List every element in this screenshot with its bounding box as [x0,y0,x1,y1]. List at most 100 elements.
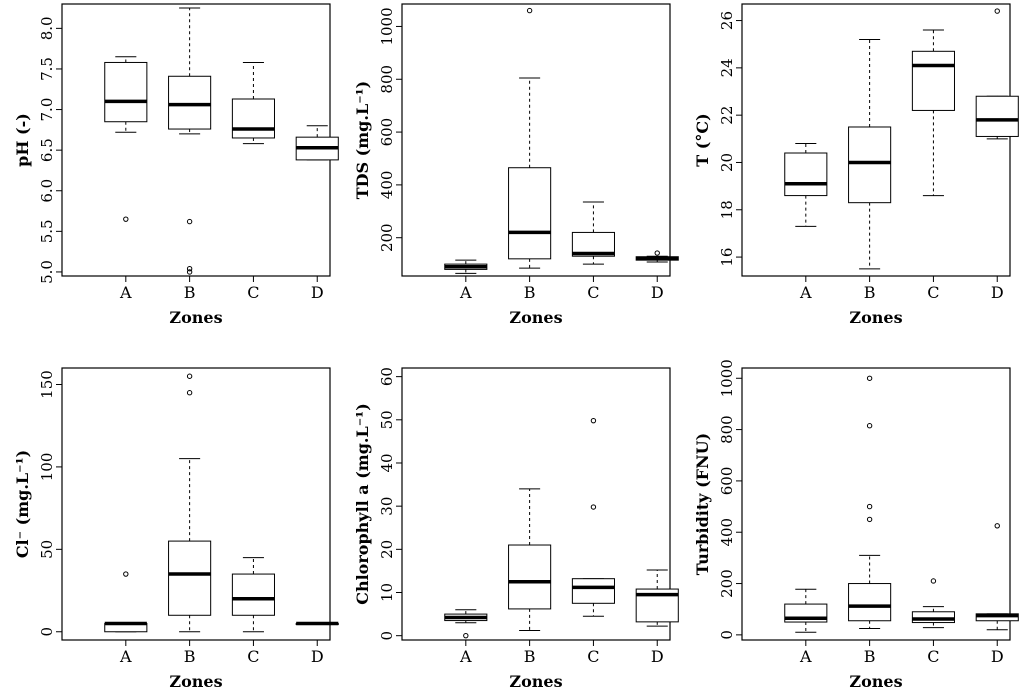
outlier-point [186,265,193,272]
x-category-label: C [587,283,599,302]
y-tick-label: 200 [718,569,736,598]
outlier-point [866,516,873,523]
iqr-box [848,583,892,622]
x-category-label: A [119,283,132,302]
x-category-label: C [587,647,599,666]
y-tick-label: 10 [378,583,396,602]
iqr-box [784,152,828,197]
x-category-label: D [651,283,664,302]
y-tick-label: 8.0 [38,16,56,40]
box-B [508,488,552,632]
iqr-box [231,573,275,616]
box-A [444,259,488,274]
y-tick-label: 5.5 [38,219,56,243]
box-A [104,56,148,222]
outlier-point [123,571,129,577]
x-category-label: B [184,647,196,666]
x-axis-title: Zones [849,672,902,691]
y-axis-title: pH (-) [13,113,32,167]
x-category-label: D [991,647,1004,666]
outlier-point [654,250,660,256]
x-category-label: B [864,647,876,666]
y-tick-label: 1000 [718,359,736,397]
iqr-box [168,540,212,616]
y-tick-label: 6.5 [38,138,56,162]
iqr-box [848,126,892,204]
box-D [975,8,1019,140]
y-tick-label: 400 [378,171,396,200]
iqr-box [911,50,955,111]
y-tick-label: 600 [378,118,396,147]
y-tick-label: 0 [378,631,396,641]
plot-frame [741,367,1011,641]
y-tick-label: 5.0 [38,260,56,284]
iqr-box [104,61,148,123]
y-tick-label: 7.5 [38,57,56,81]
y-tick-label: 800 [718,415,736,444]
x-category-label: D [311,647,324,666]
x-category-label: B [524,283,536,302]
outlier-point [994,523,1000,529]
chart-panel-3: 16 18 20 22 24 26 T (°C) A B C D Zones [693,3,1019,327]
x-category-label: C [247,283,259,302]
outlier-point [186,218,193,225]
y-tick-label: 16 [718,248,736,267]
box-C [571,417,615,617]
iqr-box [571,231,615,257]
iqr-box [571,578,615,604]
x-axis-title: Zones [509,672,562,691]
x-category-label: A [799,647,812,666]
x-category-label: A [799,283,812,302]
outlier-point [186,373,193,379]
y-tick-label: 150 [38,370,56,399]
plot-frame [741,3,1011,277]
x-category-label: C [927,283,939,302]
x-category-label: B [864,283,876,302]
box-C [231,61,275,145]
y-tick-label: 18 [718,200,736,219]
chart-panel-1: 5.0 5.5 6.0 6.5 7.0 7.5 8.0 pH (-) A B C D Zones [13,3,339,327]
outlier-point [866,375,873,381]
box-C [231,557,275,633]
box-D [295,621,339,626]
box-D [635,250,679,263]
box-B [848,375,892,629]
box-A [784,588,828,633]
outlier-point [123,216,129,222]
y-tick-label: 50 [378,410,396,429]
y-tick-label: 26 [718,11,736,30]
outlier-point [590,417,597,424]
plot-frame [401,367,671,641]
y-tick-label: 7.0 [38,98,56,122]
outlier-point [930,578,937,584]
box-B [168,7,212,275]
box-C [911,29,955,197]
y-tick-label: 100 [38,453,56,482]
y-axis-title: T (°C) [693,113,712,166]
outlier-point [463,632,469,639]
outlier-point [186,269,193,275]
iqr-box [231,98,275,139]
chart-panel-5: 0 10 20 30 40 50 60 Chlorophyll a (mg.L⁻¹) A B C D Z… [353,367,679,691]
y-tick-label: 22 [718,106,736,125]
plot-frame [401,3,671,277]
x-axis-title: Zones [849,308,902,327]
iqr-box [911,611,955,624]
x-axis-title: Zones [169,308,222,327]
y-tick-label: 20 [378,540,396,559]
box-B [848,38,892,270]
y-tick-label: 20 [718,153,736,172]
y-tick-label: 24 [718,58,736,77]
outlier-point [590,504,597,510]
outlier-point [994,8,1000,14]
outlier-point [526,7,533,14]
x-category-label: C [247,647,259,666]
y-tick-label: 0 [38,627,56,637]
y-tick-label: 60 [378,367,396,386]
y-tick-label: 0 [718,630,736,640]
box-B [508,7,552,269]
y-axis-title: Chlorophyll a (mg.L⁻¹) [353,403,372,605]
y-tick-label: 30 [378,497,396,516]
outlier-point [866,423,873,429]
